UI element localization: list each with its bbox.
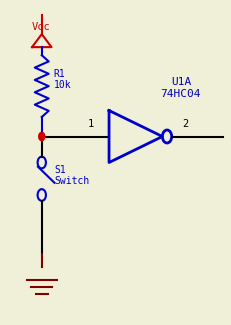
- Text: Vcc: Vcc: [32, 22, 51, 32]
- Text: S1
Switch: S1 Switch: [54, 165, 89, 186]
- Text: U1A
74HC04: U1A 74HC04: [160, 77, 200, 98]
- Circle shape: [39, 132, 45, 141]
- Text: 1: 1: [87, 119, 93, 129]
- Text: 2: 2: [182, 119, 188, 129]
- Text: R1
10k: R1 10k: [53, 69, 71, 90]
